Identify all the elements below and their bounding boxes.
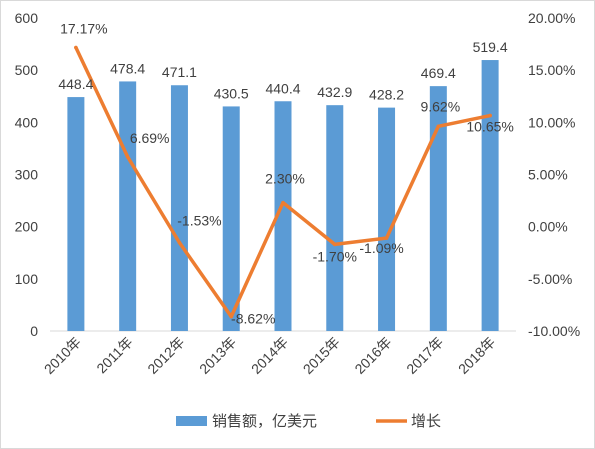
- x-tick-label: 2014年: [248, 334, 291, 377]
- line-data-label: 2.30%: [265, 171, 305, 187]
- y-left-tick-label: 500: [15, 62, 39, 78]
- line-point-growth: [281, 200, 285, 205]
- y-left-tick-label: 100: [15, 271, 39, 287]
- line-data-label: -1.70%: [313, 248, 357, 264]
- line-data-label: 10.65%: [466, 119, 513, 135]
- x-tick-label: 2011年: [93, 334, 136, 377]
- bar-data-label: 478.4: [110, 60, 145, 76]
- y-left-tick-label: 300: [15, 167, 39, 183]
- line-data-label: 9.62%: [420, 98, 460, 114]
- bar-data-label: 469.4: [421, 65, 456, 81]
- x-tick-label: 2013年: [196, 334, 239, 377]
- line-data-label: -1.09%: [359, 240, 403, 256]
- bar-data-label: 428.2: [369, 87, 404, 103]
- line-point-growth: [436, 124, 441, 129]
- y-right-tick-label: 5.00%: [528, 167, 568, 183]
- y-right-tick-label: -10.00%: [528, 323, 580, 339]
- y-left-tick-label: 400: [15, 114, 39, 130]
- bar-data-label: 519.4: [473, 39, 508, 55]
- bar-data-label: 471.1: [162, 64, 197, 80]
- x-tick-label: 2010年: [41, 334, 84, 377]
- line-data-label: -8.62%: [231, 311, 275, 327]
- line-point-growth: [384, 236, 389, 240]
- y-left-tick-label: 0: [30, 323, 38, 339]
- line-point-growth: [229, 314, 234, 319]
- line-point-growth: [332, 242, 337, 247]
- y-right-tick-label: 15.00%: [528, 62, 575, 78]
- bar-data-label: 440.4: [265, 80, 300, 96]
- x-tick-label: 2015年: [300, 334, 343, 377]
- bar-data-label: 432.9: [317, 84, 352, 100]
- x-tick-label: 2017年: [403, 334, 446, 377]
- legend-label-growth: 增长: [411, 412, 441, 430]
- y-right-tick-label: 0.00%: [528, 219, 568, 235]
- x-tick-label: 2012年: [144, 334, 187, 377]
- line-data-label: 17.17%: [60, 21, 107, 37]
- legend-label-sales: 销售额，亿美元: [212, 412, 317, 430]
- bar-sales: [326, 105, 344, 331]
- line-data-label: 6.69%: [130, 130, 170, 146]
- line-point-growth: [125, 155, 130, 159]
- y-right-tick-label: 10.00%: [528, 114, 575, 130]
- bar-sales: [119, 81, 137, 332]
- bar-sales: [481, 60, 499, 332]
- legend-swatch-sales: [176, 416, 207, 426]
- bar-sales: [222, 106, 240, 331]
- line-point-growth: [74, 45, 78, 50]
- y-right-tick-label: -5.00%: [528, 271, 572, 287]
- x-tick-label: 2016年: [351, 334, 394, 377]
- bar-sales: [429, 86, 447, 331]
- bar-sales: [274, 101, 292, 332]
- y-left-tick-label: 200: [15, 219, 39, 235]
- bar-data-label: 430.5: [214, 85, 249, 101]
- line-point-growth: [488, 113, 492, 118]
- y-right-tick-label: 20.00%: [528, 10, 575, 26]
- line-point-growth: [177, 240, 182, 245]
- bar-sales: [67, 97, 85, 332]
- line-data-label: -1.53%: [177, 213, 221, 229]
- bar-sales: [378, 107, 396, 331]
- bar-data-label: 448.4: [58, 76, 93, 92]
- y-left-tick-label: 600: [15, 10, 39, 26]
- bar-sales: [170, 85, 188, 332]
- x-tick-label: 2018年: [455, 334, 498, 377]
